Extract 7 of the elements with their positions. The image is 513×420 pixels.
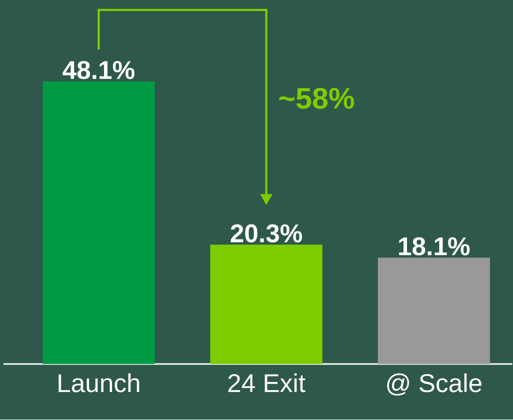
x-tick-label: Launch — [58, 374, 140, 393]
data-label: 18.1% — [399, 237, 470, 256]
data-label: 20.3% — [230, 224, 302, 243]
x-tick-label: 24 Exit — [228, 374, 306, 392]
x-tick-label: @ Scale — [387, 374, 482, 396]
data-label: 48.1% — [62, 61, 134, 80]
annotation: ~58% — [279, 88, 354, 110]
